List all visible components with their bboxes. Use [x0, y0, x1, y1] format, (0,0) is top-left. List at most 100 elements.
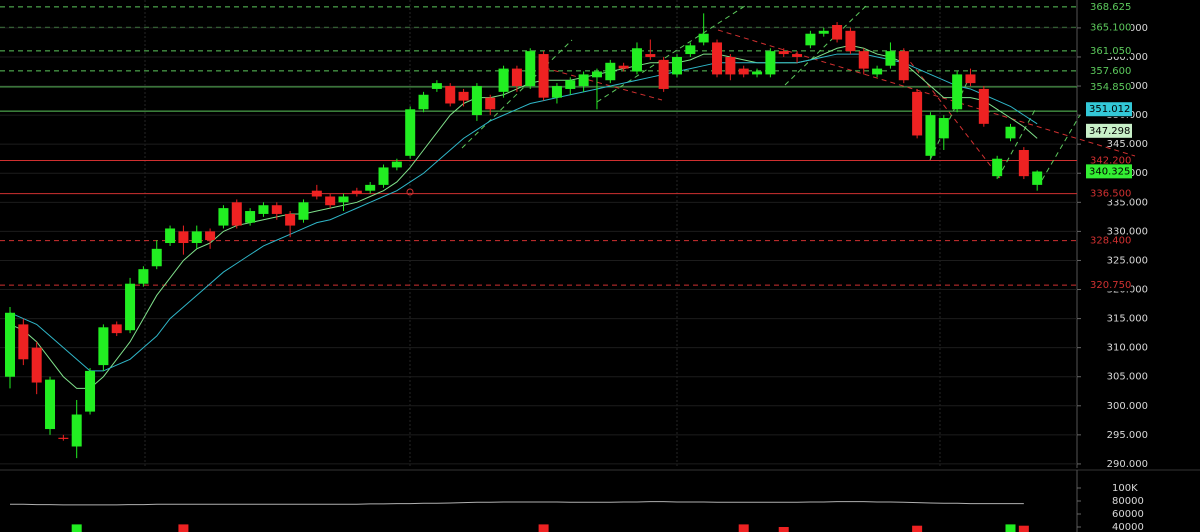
- price-tag: [1086, 123, 1132, 138]
- candle-body: [231, 202, 242, 226]
- candle-body: [205, 231, 216, 241]
- candle-body: [285, 213, 296, 226]
- candle-body: [898, 51, 909, 81]
- candle-body: [992, 158, 1003, 177]
- candle-body: [978, 88, 989, 124]
- price-tag-label: 347.298: [1089, 126, 1130, 137]
- trend-line: [544, 67, 663, 101]
- volume-bar: [1018, 525, 1029, 532]
- level-label: 368.625: [1090, 2, 1131, 13]
- level-label: 365.100: [1090, 22, 1131, 33]
- price-tag: [1086, 102, 1132, 117]
- candle-body: [818, 30, 829, 34]
- candle-body: [698, 33, 709, 43]
- y-tick-label: 310.000: [1107, 343, 1148, 354]
- volume-tick-label: 60000: [1112, 509, 1144, 520]
- candle-body: [258, 205, 269, 214]
- candle-body: [952, 74, 963, 110]
- price-tag: [1086, 164, 1132, 179]
- candle-body: [658, 59, 669, 89]
- moving-average: [9, 53, 1038, 372]
- grid: [0, 27, 1077, 465]
- volume-bar: [912, 525, 923, 532]
- trend-line: [717, 29, 1136, 157]
- trend-lines: [461, 3, 1136, 181]
- trend-line: [997, 109, 1036, 179]
- level-label: 361.050: [1090, 46, 1131, 57]
- candle-body: [391, 161, 402, 168]
- candle-body: [738, 68, 749, 75]
- candle-body: [338, 196, 349, 203]
- candle-body: [965, 74, 976, 84]
- vertical-grid: [144, 0, 941, 468]
- candle-body: [98, 327, 109, 366]
- trend-line: [1041, 114, 1081, 181]
- trend-line: [904, 54, 1001, 179]
- candle-body: [778, 51, 789, 55]
- y-tick-label: 295.000: [1107, 430, 1148, 441]
- candle-body: [431, 83, 442, 89]
- candle-body: [191, 231, 202, 244]
- candle-body: [792, 54, 803, 57]
- candle-body: [672, 56, 682, 75]
- level-label: 357.600: [1090, 66, 1131, 77]
- trend-line: [461, 39, 573, 149]
- level-label-bg: [1087, 64, 1131, 77]
- y-tick-label: 335.000: [1107, 197, 1148, 208]
- marker: [406, 188, 414, 196]
- level-label-bg: [1087, 21, 1131, 34]
- volume-bar: [178, 524, 189, 532]
- candle-body: [725, 56, 736, 75]
- candle-body: [71, 414, 82, 447]
- candle-body: [458, 91, 469, 101]
- candle-body: [1005, 126, 1016, 139]
- level-label: 320.750: [1090, 280, 1131, 291]
- candle-body: [938, 118, 949, 139]
- candle-body: [925, 115, 936, 156]
- y-tick-label: 345.000: [1107, 139, 1148, 150]
- level-label-bg: [1087, 187, 1131, 200]
- candle-body: [912, 91, 923, 136]
- level-label: 336.500: [1090, 189, 1131, 200]
- y-tick-label: 325.000: [1107, 255, 1148, 266]
- candle-body: [712, 42, 723, 75]
- candle-body: [125, 283, 136, 331]
- candle-body: [858, 51, 869, 69]
- candle-body: [111, 324, 122, 334]
- candle-body: [805, 33, 816, 46]
- candle-body: [45, 379, 56, 430]
- candle-body: [845, 30, 856, 52]
- candle-body: [138, 269, 149, 284]
- candle-body: [565, 80, 576, 89]
- trend-line: [784, 3, 869, 86]
- candle-body: [1032, 171, 1043, 185]
- candle-body: [685, 45, 696, 55]
- candle-body: [631, 48, 642, 72]
- volume-bar: [71, 524, 82, 532]
- candle-body: [885, 51, 896, 66]
- candle-body: [218, 208, 229, 226]
- volume-average: [10, 501, 1024, 506]
- volume-tick-label: 40000: [1112, 522, 1144, 532]
- level-label-bg: [1087, 0, 1131, 13]
- volume-bar: [538, 524, 549, 532]
- candle-body: [85, 370, 96, 412]
- level-label-bg: [1087, 44, 1131, 57]
- candle-body: [405, 109, 416, 156]
- candle-body: [605, 62, 616, 81]
- candle-body: [325, 196, 336, 206]
- candle-body: [445, 86, 456, 104]
- candle-body: [271, 205, 282, 214]
- candle-body: [578, 74, 589, 87]
- candle-body: [351, 190, 362, 194]
- candle-body: [245, 211, 256, 223]
- candle-body: [765, 51, 776, 75]
- candle-body: [365, 184, 376, 191]
- level-label-bg: [1087, 234, 1131, 247]
- level-label-bg: [1087, 279, 1131, 292]
- candle-body: [525, 51, 536, 87]
- candle-body: [832, 24, 843, 40]
- y-tick-label: 305.000: [1107, 372, 1148, 383]
